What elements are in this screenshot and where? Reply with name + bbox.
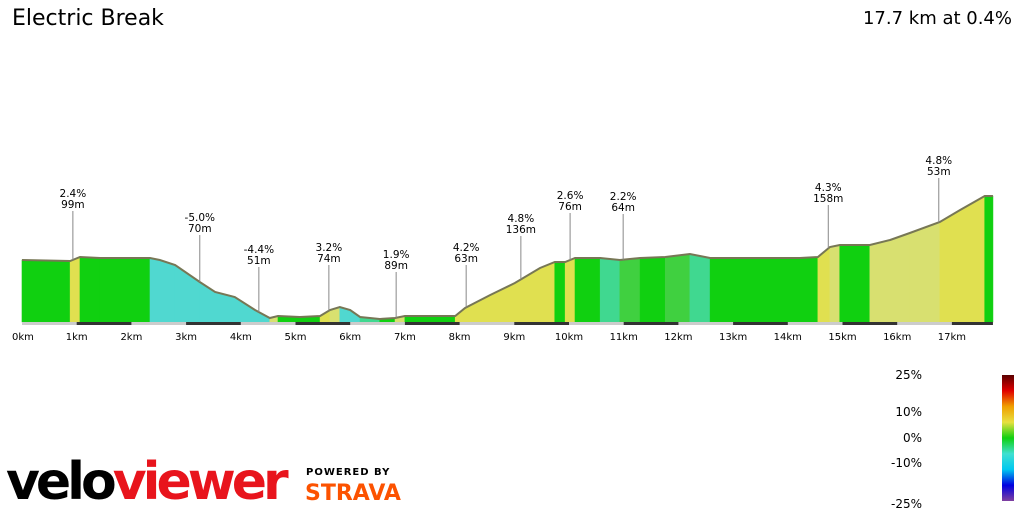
distance-bar-km-segment [623,322,679,325]
profile-segment [574,257,601,323]
strava-logo: STRAVA [305,481,401,506]
elevation-profile-chart: 0km 1km 2km 3km 4km 5km 6km 7km 8km 9km 10km 11km 12… [12,155,994,343]
annotation-length: 63m [454,253,478,265]
activity-title: Electric Break [12,6,164,31]
profile-segment [554,261,566,323]
distance-bar-km-segment [76,322,132,325]
distance-bar-km-segment [186,322,241,325]
grade-color-bar [1002,375,1014,501]
x-tick-label: 13km [719,332,747,343]
annotation-length: 89m [384,260,408,272]
profile-segment [939,209,961,323]
annotation-length: 136m [506,224,536,236]
x-tick-label: 11km [610,332,638,343]
x-tick-label: 7km [394,332,416,343]
profile-segment [799,256,819,323]
annotation-grade: 4.3% [815,182,842,194]
x-tick-label: 1km [66,332,88,343]
annotation-grade: 2.4% [60,188,87,200]
profile-segment [689,253,711,323]
profile-segment [959,195,986,323]
annotation-length: 53m [927,166,951,178]
annotation-length: 99m [61,199,85,211]
legend-label: -25% [890,497,922,511]
annotation-grade: -4.4% [244,244,274,256]
annotation-grade: 4.2% [453,242,480,254]
profile-segment [149,257,161,323]
annotation-length: 74m [317,253,341,265]
distance-bar-km-segment [514,322,569,325]
x-tick-label: 9km [503,332,525,343]
annotation-length: 64m [611,202,635,214]
annotation-length: 76m [558,201,582,213]
distance-grade-summary: 17.7 km at 0.4% [862,8,1012,29]
profile-segment [664,253,691,323]
profile-segment [159,259,176,323]
legend-label: -10% [890,456,922,470]
annotation-grade: 2.2% [610,191,637,203]
distance-bar [22,322,993,325]
x-tick-label: 15km [828,332,856,343]
x-tick-label: 5km [285,332,307,343]
distance-bar-km-segment [733,322,788,325]
profile-segment [99,257,151,323]
profile-segment [539,261,556,323]
annotation-grade: 3.2% [316,242,343,254]
distance-bar-km-segment [842,322,898,325]
profile-segment [869,239,891,323]
profile-segment [909,221,941,323]
x-tick-label: 16km [883,332,911,343]
veloviewer-logo: veloviewer [6,452,289,512]
profile-segment [829,244,841,323]
distance-bar-km-segment [295,322,351,325]
profile-segment [759,257,801,323]
profile-segment [69,256,81,323]
legend-label: 0% [902,431,922,445]
annotation-grade: 4.8% [508,213,535,225]
profile-segment [619,257,641,323]
annotation-length: 51m [247,255,271,267]
profile-segment [839,244,871,323]
distance-bar-km-segment [404,322,460,325]
profile-segment [21,259,71,323]
profile-segment [79,256,101,323]
x-tick-label: 10km [555,332,583,343]
x-tick-label: 2km [120,332,142,343]
x-tick-label: 17km [938,332,966,343]
distance-bar-km-segment [951,322,993,325]
profile-segment [729,257,761,323]
profile-segment [709,257,731,323]
profile-segment [817,246,831,323]
profile-segment [599,257,621,323]
profile-segment [234,296,256,323]
annotation-length: 70m [188,223,212,235]
profile-outline [21,195,993,321]
x-tick-label: 6km [339,332,361,343]
annotation-length: 158m [813,193,843,205]
x-tick-label: 12km [664,332,692,343]
x-tick-label: 3km [175,332,197,343]
x-tick-label: 4km [230,332,252,343]
x-tick-label: 14km [774,332,802,343]
annotation-grade: 4.8% [925,155,952,167]
legend-label: 10% [895,405,922,419]
annotation-grade: 1.9% [383,249,410,261]
profile-segment [889,232,911,323]
profile-segment [984,195,994,323]
annotation-grade: 2.6% [557,190,584,202]
legend-label: 25% [895,368,922,382]
profile-segment [639,256,666,323]
powered-by-label: POWERED BY [306,467,391,478]
annotation-grade: -5.0% [185,212,215,224]
x-tick-label: 0km [12,332,34,343]
profile-segment [464,294,491,323]
profile-segment [564,257,576,323]
x-tick-label: 8km [449,332,471,343]
